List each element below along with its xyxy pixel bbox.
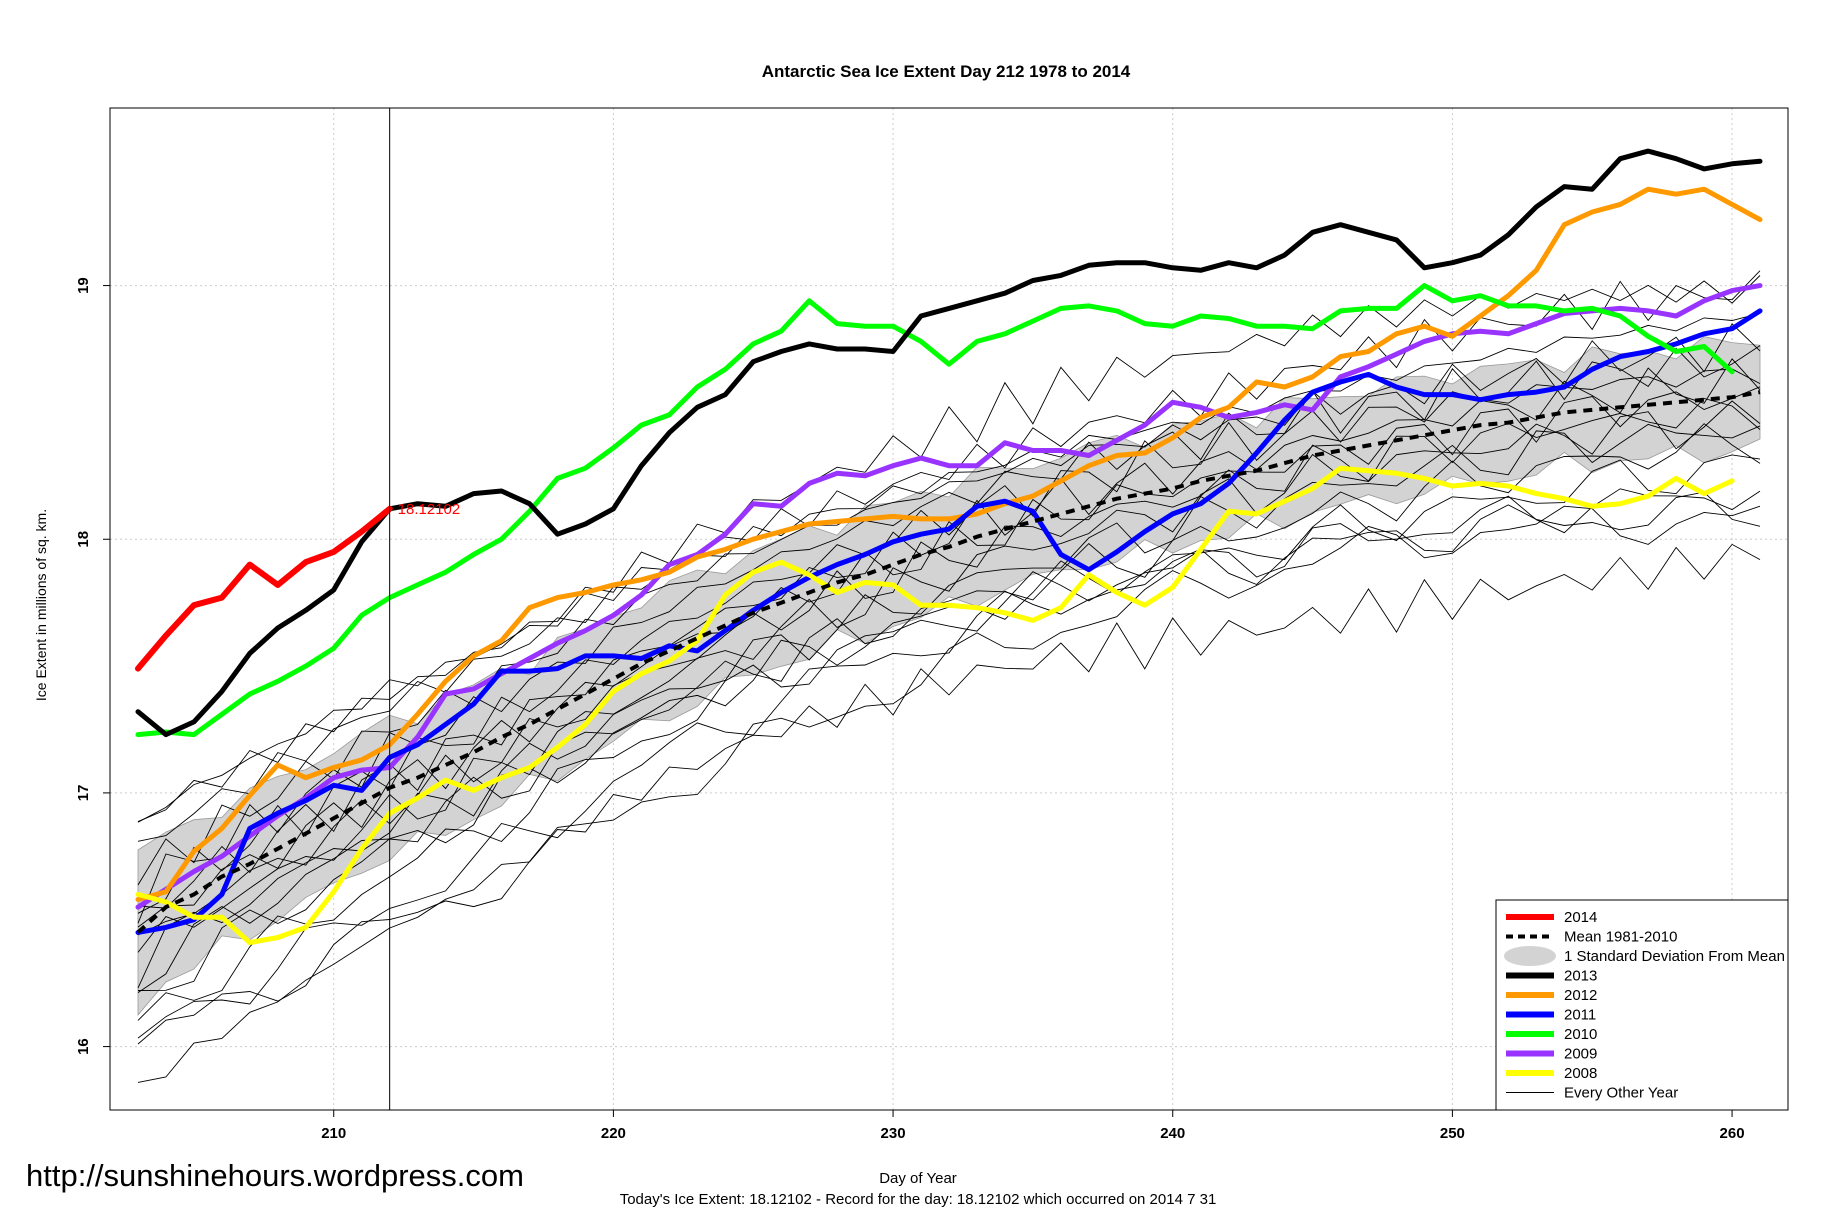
std-dev-band — [137, 336, 1761, 1016]
x-tick-label: 210 — [321, 1125, 346, 1142]
y-tick-label: 17 — [75, 785, 92, 802]
legend-label-1-standard-deviation-from-mean: 1 Standard Deviation From Mean — [1564, 948, 1785, 965]
std-dev-band-area — [137, 336, 1761, 1016]
legend-label-2012: 2012 — [1564, 987, 1597, 1004]
legend-label-2013: 2013 — [1564, 968, 1597, 985]
x-axis-label: Day of Year — [879, 1170, 957, 1187]
legend-label-2014: 2014 — [1564, 909, 1597, 926]
x-tick-label: 230 — [881, 1125, 906, 1142]
series-line-mean-1981-2010 — [136, 390, 1761, 934]
series-line-2010 — [135, 283, 1735, 738]
other-year-line — [137, 491, 1761, 1039]
other-year-line — [137, 386, 1761, 928]
other-year-line — [137, 423, 1761, 993]
legend-swatch-1-standard-deviation-from-mean — [1504, 946, 1556, 966]
x-tick-label: 260 — [1720, 1125, 1745, 1142]
series-line-2008 — [135, 465, 1735, 946]
y-axis-label: Ice Extent in millions of sq. km. — [33, 509, 49, 701]
plot-frame — [109, 107, 1789, 1111]
legend-label-every-other-year: Every Other Year — [1564, 1085, 1678, 1102]
x-tick-label: 250 — [1440, 1125, 1465, 1142]
other-year-line — [137, 400, 1761, 953]
legend-label-2008: 2008 — [1564, 1065, 1597, 1082]
watermark-url[interactable]: http://sunshinehours.wordpress.com — [26, 1158, 524, 1193]
series-line-2012 — [135, 186, 1763, 902]
other-year-line — [137, 368, 1761, 914]
other-years-lines — [137, 270, 1761, 1083]
other-year-line — [137, 488, 1761, 1021]
footer-summary: Today's Ice Extent: 18.12102 - Record fo… — [619, 1191, 1217, 1208]
y-tick-label: 18 — [75, 531, 92, 548]
legend-label-mean-1981-2010: Mean 1981-2010 — [1564, 929, 1677, 946]
y-tick-label: 19 — [75, 277, 92, 294]
legend-label-2011: 2011 — [1564, 1007, 1596, 1024]
other-year-line — [137, 312, 1761, 842]
other-year-line — [137, 505, 1761, 1045]
other-year-line — [137, 543, 1761, 1083]
series-line-2011 — [135, 308, 1763, 935]
legend-label-2010: 2010 — [1564, 1026, 1597, 1043]
x-tick-label: 240 — [1160, 1125, 1185, 1142]
series-lines — [135, 148, 1763, 946]
legend: 2014 Mean 1981-2010 1 Standard Deviation F… — [1495, 899, 1789, 1111]
legend-label-2009: 2009 — [1564, 1046, 1597, 1063]
series-line-2013 — [135, 148, 1763, 738]
current-day-marker: 18.12102 — [389, 108, 461, 1110]
other-year-line — [137, 423, 1761, 989]
axes: 210 220 230 240 250 260 16 17 18 19 — [75, 107, 1789, 1142]
y-tick-label: 16 — [75, 1038, 92, 1055]
x-tick-label: 220 — [601, 1125, 626, 1142]
current-value-label: 18.12102 — [398, 501, 461, 518]
series-line-2014 — [135, 505, 393, 672]
chart-title: Antarctic Sea Ice Extent Day 212 1978 to… — [762, 62, 1131, 81]
